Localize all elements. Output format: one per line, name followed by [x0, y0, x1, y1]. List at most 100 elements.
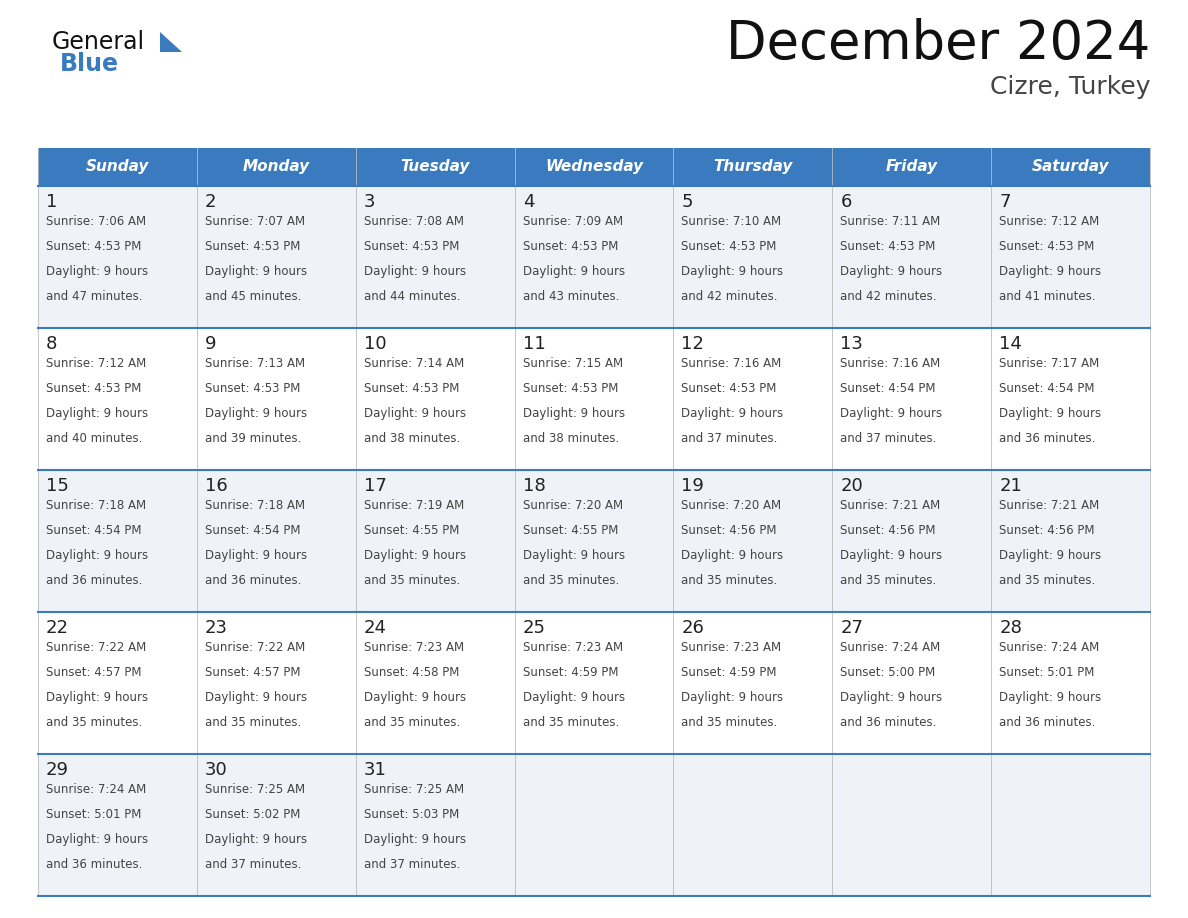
Text: Sunrise: 7:24 AM: Sunrise: 7:24 AM — [999, 641, 1099, 654]
Text: and 38 minutes.: and 38 minutes. — [364, 431, 460, 444]
Text: 29: 29 — [46, 761, 69, 779]
Text: Daylight: 9 hours: Daylight: 9 hours — [204, 690, 307, 704]
Text: and 35 minutes.: and 35 minutes. — [999, 574, 1095, 587]
Text: Sunrise: 7:18 AM: Sunrise: 7:18 AM — [46, 499, 146, 512]
Text: Tuesday: Tuesday — [400, 160, 469, 174]
Text: Daylight: 9 hours: Daylight: 9 hours — [523, 407, 625, 420]
Text: Cizre, Turkey: Cizre, Turkey — [990, 75, 1150, 99]
Text: and 38 minutes.: and 38 minutes. — [523, 431, 619, 444]
Text: Sunset: 4:56 PM: Sunset: 4:56 PM — [840, 524, 936, 537]
Text: Daylight: 9 hours: Daylight: 9 hours — [204, 264, 307, 278]
Text: Sunset: 4:54 PM: Sunset: 4:54 PM — [999, 382, 1094, 395]
Text: Sunrise: 7:22 AM: Sunrise: 7:22 AM — [204, 641, 305, 654]
Text: 25: 25 — [523, 619, 545, 637]
Text: 1: 1 — [46, 193, 57, 211]
Text: General: General — [52, 30, 145, 54]
Text: Sunrise: 7:21 AM: Sunrise: 7:21 AM — [840, 499, 941, 512]
Bar — [38, 612, 1150, 754]
Text: Sunset: 4:59 PM: Sunset: 4:59 PM — [682, 666, 777, 678]
Text: Daylight: 9 hours: Daylight: 9 hours — [682, 690, 784, 704]
Text: 8: 8 — [46, 335, 57, 353]
Text: Sunrise: 7:16 AM: Sunrise: 7:16 AM — [840, 357, 941, 370]
Text: 2: 2 — [204, 193, 216, 211]
Text: Sunrise: 7:06 AM: Sunrise: 7:06 AM — [46, 215, 146, 228]
Text: Sunrise: 7:22 AM: Sunrise: 7:22 AM — [46, 641, 146, 654]
Text: 10: 10 — [364, 335, 386, 353]
Text: and 45 minutes.: and 45 minutes. — [204, 289, 302, 303]
Text: and 36 minutes.: and 36 minutes. — [46, 857, 143, 870]
Text: 14: 14 — [999, 335, 1022, 353]
Text: Sunset: 4:59 PM: Sunset: 4:59 PM — [523, 666, 618, 678]
Text: Sunrise: 7:15 AM: Sunrise: 7:15 AM — [523, 357, 623, 370]
Bar — [38, 328, 1150, 470]
Text: Sunset: 5:00 PM: Sunset: 5:00 PM — [840, 666, 935, 678]
Text: and 39 minutes.: and 39 minutes. — [204, 431, 302, 444]
Text: Sunrise: 7:13 AM: Sunrise: 7:13 AM — [204, 357, 305, 370]
Text: 6: 6 — [840, 193, 852, 211]
Text: Sunset: 4:54 PM: Sunset: 4:54 PM — [204, 524, 301, 537]
Text: and 43 minutes.: and 43 minutes. — [523, 289, 619, 303]
Text: Sunset: 5:03 PM: Sunset: 5:03 PM — [364, 808, 459, 821]
Text: and 37 minutes.: and 37 minutes. — [204, 857, 302, 870]
Text: Daylight: 9 hours: Daylight: 9 hours — [46, 690, 148, 704]
Text: Sunrise: 7:14 AM: Sunrise: 7:14 AM — [364, 357, 465, 370]
Text: Friday: Friday — [885, 160, 937, 174]
Text: 26: 26 — [682, 619, 704, 637]
Text: Monday: Monday — [242, 160, 310, 174]
Text: Daylight: 9 hours: Daylight: 9 hours — [46, 407, 148, 420]
Text: Sunset: 4:54 PM: Sunset: 4:54 PM — [840, 382, 936, 395]
Text: Sunset: 4:53 PM: Sunset: 4:53 PM — [523, 240, 618, 252]
Bar — [38, 754, 1150, 896]
Text: Daylight: 9 hours: Daylight: 9 hours — [840, 407, 942, 420]
Bar — [38, 470, 1150, 612]
Text: 23: 23 — [204, 619, 228, 637]
Text: Sunset: 4:53 PM: Sunset: 4:53 PM — [999, 240, 1094, 252]
Text: 31: 31 — [364, 761, 386, 779]
Text: Sunrise: 7:24 AM: Sunrise: 7:24 AM — [840, 641, 941, 654]
Text: and 36 minutes.: and 36 minutes. — [204, 574, 302, 587]
Text: Sunset: 4:53 PM: Sunset: 4:53 PM — [204, 240, 301, 252]
Text: Sunrise: 7:08 AM: Sunrise: 7:08 AM — [364, 215, 463, 228]
Text: Sunset: 4:57 PM: Sunset: 4:57 PM — [204, 666, 301, 678]
Text: Daylight: 9 hours: Daylight: 9 hours — [840, 690, 942, 704]
Text: 11: 11 — [523, 335, 545, 353]
Text: and 35 minutes.: and 35 minutes. — [682, 715, 778, 729]
Text: Sunday: Sunday — [86, 160, 150, 174]
Text: Blue: Blue — [61, 52, 119, 76]
Text: 20: 20 — [840, 477, 862, 495]
Text: Sunrise: 7:20 AM: Sunrise: 7:20 AM — [682, 499, 782, 512]
Text: and 35 minutes.: and 35 minutes. — [523, 715, 619, 729]
Text: and 47 minutes.: and 47 minutes. — [46, 289, 143, 303]
Text: 22: 22 — [46, 619, 69, 637]
Text: Sunset: 5:02 PM: Sunset: 5:02 PM — [204, 808, 301, 821]
Text: 4: 4 — [523, 193, 535, 211]
Text: December 2024: December 2024 — [726, 18, 1150, 70]
Text: Sunrise: 7:18 AM: Sunrise: 7:18 AM — [204, 499, 305, 512]
Text: Sunrise: 7:25 AM: Sunrise: 7:25 AM — [204, 783, 305, 796]
Text: and 37 minutes.: and 37 minutes. — [840, 431, 936, 444]
Text: Daylight: 9 hours: Daylight: 9 hours — [364, 549, 466, 562]
Text: Sunrise: 7:11 AM: Sunrise: 7:11 AM — [840, 215, 941, 228]
Text: Sunrise: 7:23 AM: Sunrise: 7:23 AM — [523, 641, 623, 654]
Text: 30: 30 — [204, 761, 228, 779]
Text: Sunset: 4:53 PM: Sunset: 4:53 PM — [46, 382, 141, 395]
Text: 21: 21 — [999, 477, 1022, 495]
Text: 24: 24 — [364, 619, 387, 637]
Text: and 44 minutes.: and 44 minutes. — [364, 289, 460, 303]
Text: and 35 minutes.: and 35 minutes. — [840, 574, 936, 587]
Text: Sunrise: 7:12 AM: Sunrise: 7:12 AM — [999, 215, 1099, 228]
Text: Sunset: 4:56 PM: Sunset: 4:56 PM — [682, 524, 777, 537]
Text: 15: 15 — [46, 477, 69, 495]
Text: 5: 5 — [682, 193, 693, 211]
Text: Sunset: 4:53 PM: Sunset: 4:53 PM — [682, 240, 777, 252]
Text: and 42 minutes.: and 42 minutes. — [840, 289, 937, 303]
Text: Sunset: 4:53 PM: Sunset: 4:53 PM — [523, 382, 618, 395]
Text: Sunrise: 7:21 AM: Sunrise: 7:21 AM — [999, 499, 1099, 512]
Text: and 35 minutes.: and 35 minutes. — [204, 715, 301, 729]
Text: Daylight: 9 hours: Daylight: 9 hours — [840, 264, 942, 278]
Text: and 36 minutes.: and 36 minutes. — [46, 574, 143, 587]
Text: Daylight: 9 hours: Daylight: 9 hours — [46, 833, 148, 845]
Text: Sunset: 4:53 PM: Sunset: 4:53 PM — [364, 240, 459, 252]
Text: Daylight: 9 hours: Daylight: 9 hours — [204, 833, 307, 845]
Text: Daylight: 9 hours: Daylight: 9 hours — [364, 264, 466, 278]
